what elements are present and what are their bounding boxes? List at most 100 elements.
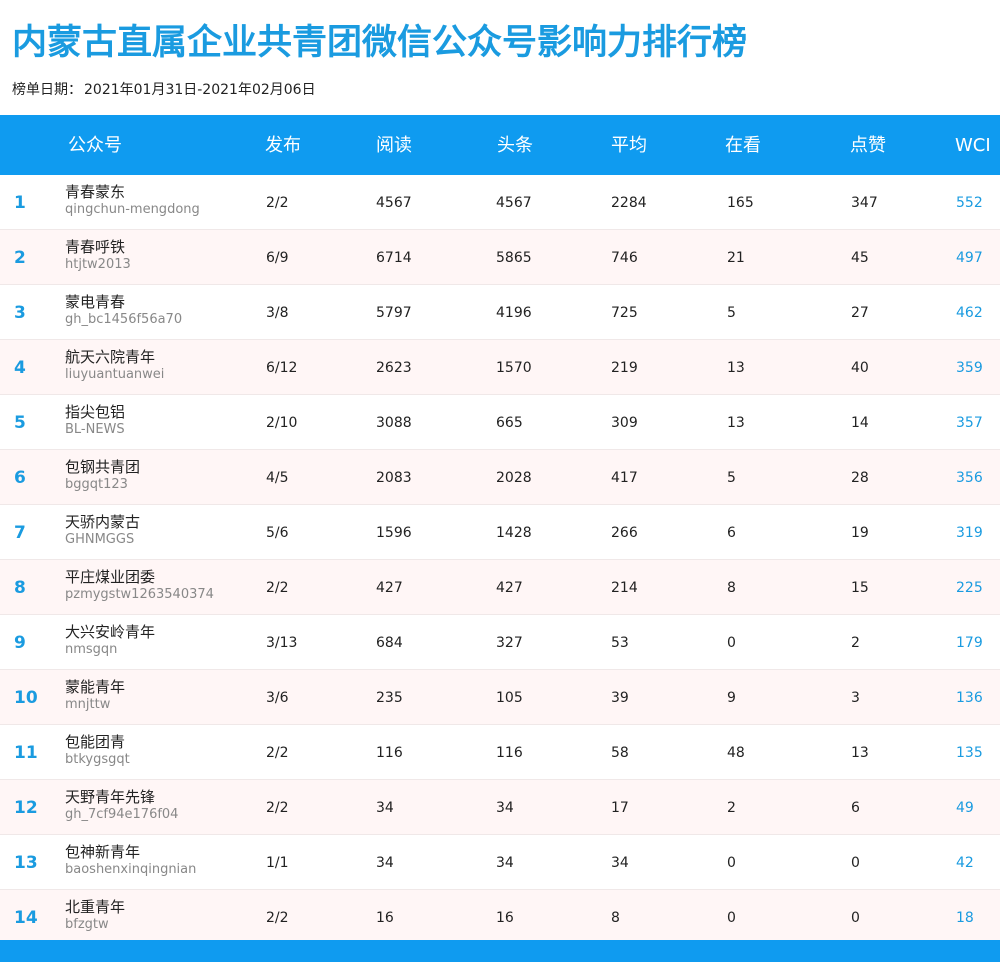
cell-average: 2284 xyxy=(611,195,647,211)
cell-wci[interactable]: 357 xyxy=(956,415,983,431)
table-row[interactable]: 13 包神新青年 baoshenxinqingnian 1/1 34 34 34 0 0 42 xyxy=(0,835,1000,890)
cell-wci[interactable]: 18 xyxy=(956,910,974,926)
cell-wci[interactable]: 552 xyxy=(956,195,983,211)
cell-read: 116 xyxy=(376,745,403,761)
account-cell: 蒙电青春 gh_bc1456f56a70 xyxy=(65,293,182,328)
account-name[interactable]: 北重青年 xyxy=(65,898,126,916)
rank-number: 3 xyxy=(14,303,26,323)
account-id: baoshenxinqingnian xyxy=(65,862,197,877)
account-cell: 平庄煤业团委 pzmygstw1263540374 xyxy=(65,568,214,603)
cell-publish: 6/12 xyxy=(266,360,298,376)
table-row[interactable]: 12 天野青年先锋 gh_7cf94e176f04 2/2 34 34 17 2 6 49 xyxy=(0,780,1000,835)
cell-read: 6714 xyxy=(376,250,412,266)
table-row[interactable]: 10 蒙能青年 mnjttw 3/6 235 105 39 9 3 136 xyxy=(0,670,1000,725)
account-name[interactable]: 航天六院青年 xyxy=(65,348,156,366)
table-row[interactable]: 3 蒙电青春 gh_bc1456f56a70 3/8 5797 4196 725 5 27 462 xyxy=(0,285,1000,340)
account-name[interactable]: 包神新青年 xyxy=(65,843,141,861)
date-label: 榜单日期： xyxy=(12,82,82,98)
col-header-likes[interactable]: 点赞 xyxy=(850,135,886,156)
cell-wci[interactable]: 497 xyxy=(956,250,983,266)
account-name[interactable]: 青春呼铁 xyxy=(65,238,126,256)
account-cell: 北重青年 bfzgtw xyxy=(65,898,125,933)
cell-watching: 165 xyxy=(727,195,754,211)
account-cell: 大兴安岭青年 nmsgqn xyxy=(65,623,155,658)
cell-likes: 0 xyxy=(851,855,860,871)
table-header: 公众号 发布 阅读 头条 平均 在看 点赞 WCI xyxy=(0,115,1000,175)
cell-wci[interactable]: 462 xyxy=(956,305,983,321)
cell-average: 8 xyxy=(611,910,620,926)
table-row[interactable]: 9 大兴安岭青年 nmsgqn 3/13 684 327 53 0 2 179 xyxy=(0,615,1000,670)
cell-wci[interactable]: 49 xyxy=(956,800,974,816)
col-header-publish[interactable]: 发布 xyxy=(265,135,301,156)
cell-headline: 34 xyxy=(496,855,514,871)
col-header-read[interactable]: 阅读 xyxy=(376,135,412,156)
rank-number: 5 xyxy=(14,413,26,433)
table-row[interactable]: 14 北重青年 bfzgtw 2/2 16 16 8 0 0 18 xyxy=(0,890,1000,945)
cell-read: 5797 xyxy=(376,305,412,321)
cell-wci[interactable]: 359 xyxy=(956,360,983,376)
cell-watching: 13 xyxy=(727,415,745,431)
cell-average: 309 xyxy=(611,415,638,431)
account-name[interactable]: 平庄煤业团委 xyxy=(65,568,156,586)
cell-wci[interactable]: 135 xyxy=(956,745,983,761)
date-range: 2021年01月31日-2021年02月06日 xyxy=(84,82,316,98)
cell-watching: 0 xyxy=(727,910,736,926)
cell-likes: 28 xyxy=(851,470,869,486)
rank-number: 2 xyxy=(14,248,26,268)
cell-wci[interactable]: 225 xyxy=(956,580,983,596)
account-id: nmsgqn xyxy=(65,642,118,657)
col-header-average[interactable]: 平均 xyxy=(611,135,647,156)
table-row[interactable]: 11 包能团青 btkygsgqt 2/2 116 116 58 48 13 135 xyxy=(0,725,1000,780)
cell-headline: 327 xyxy=(496,635,523,651)
cell-watching: 0 xyxy=(727,855,736,871)
account-name[interactable]: 包钢共青团 xyxy=(65,458,141,476)
cell-watching: 6 xyxy=(727,525,736,541)
table-row[interactable]: 2 青春呼铁 htjtw2013 6/9 6714 5865 746 21 45 497 xyxy=(0,230,1000,285)
table-row[interactable]: 1 青春蒙东 qingchun-mengdong 2/2 4567 4567 2284 165… xyxy=(0,175,1000,230)
cell-wci[interactable]: 42 xyxy=(956,855,974,871)
account-cell: 蒙能青年 mnjttw xyxy=(65,678,125,713)
cell-wci[interactable]: 179 xyxy=(956,635,983,651)
account-id: BL-NEWS xyxy=(65,422,125,437)
cell-publish: 2/2 xyxy=(266,580,289,596)
table-row[interactable]: 8 平庄煤业团委 pzmygstw1263540374 2/2 427 427 214 8 15… xyxy=(0,560,1000,615)
account-id: btkygsgqt xyxy=(65,752,130,767)
table-row[interactable]: 7 天骄内蒙古 GHNMGGS 5/6 1596 1428 266 6 19 319 xyxy=(0,505,1000,560)
cell-wci[interactable]: 319 xyxy=(956,525,983,541)
cell-publish: 2/2 xyxy=(266,195,289,211)
cell-likes: 2 xyxy=(851,635,860,651)
col-header-headline[interactable]: 头条 xyxy=(497,135,533,156)
table-row[interactable]: 5 指尖包铝 BL-NEWS 2/10 3088 665 309 13 14 357 xyxy=(0,395,1000,450)
cell-wci[interactable]: 136 xyxy=(956,690,983,706)
cell-watching: 2 xyxy=(727,800,736,816)
account-name[interactable]: 天骄内蒙古 xyxy=(65,513,141,531)
page-title: 内蒙古直属企业共青团微信公众号影响力排行榜 xyxy=(12,23,748,63)
cell-publish: 5/6 xyxy=(266,525,289,541)
account-name[interactable]: 蒙能青年 xyxy=(65,678,126,696)
cell-likes: 14 xyxy=(851,415,869,431)
table-row[interactable]: 6 包钢共青团 bggqt123 4/5 2083 2028 417 5 28 356 xyxy=(0,450,1000,505)
account-cell: 包能团青 btkygsgqt xyxy=(65,733,130,768)
col-header-wci[interactable]: WCI xyxy=(955,135,991,156)
account-name[interactable]: 大兴安岭青年 xyxy=(65,623,156,641)
account-id: pzmygstw1263540374 xyxy=(65,587,214,602)
account-name[interactable]: 蒙电青春 xyxy=(65,293,126,311)
table-row[interactable]: 4 航天六院青年 liuyuantuanwei 6/12 2623 1570 219 13 40… xyxy=(0,340,1000,395)
cell-watching: 9 xyxy=(727,690,736,706)
cell-publish: 6/9 xyxy=(266,250,289,266)
cell-headline: 5865 xyxy=(496,250,532,266)
date-line: 榜单日期： 2021年01月31日-2021年02月06日 xyxy=(12,79,316,99)
col-header-account[interactable]: 公众号 xyxy=(68,135,122,156)
cell-headline: 2028 xyxy=(496,470,532,486)
col-header-watching[interactable]: 在看 xyxy=(725,135,761,156)
account-name[interactable]: 青春蒙东 xyxy=(65,183,126,201)
cell-headline: 4196 xyxy=(496,305,532,321)
cell-read: 1596 xyxy=(376,525,412,541)
rank-number: 6 xyxy=(14,468,26,488)
account-name[interactable]: 指尖包铝 xyxy=(65,403,126,421)
account-name[interactable]: 包能团青 xyxy=(65,733,126,751)
account-id: gh_bc1456f56a70 xyxy=(65,312,183,327)
account-name[interactable]: 天野青年先锋 xyxy=(65,788,156,806)
account-cell: 包钢共青团 bggqt123 xyxy=(65,458,140,493)
cell-wci[interactable]: 356 xyxy=(956,470,983,486)
